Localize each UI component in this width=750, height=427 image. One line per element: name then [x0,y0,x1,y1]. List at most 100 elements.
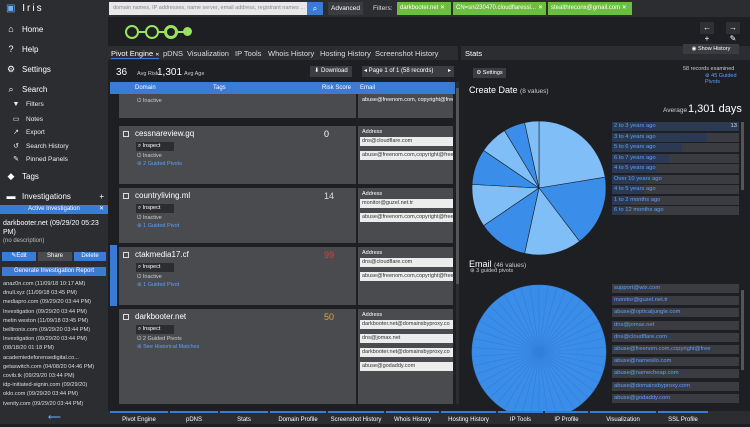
workflow-step[interactable] [125,25,139,39]
guided-pivots-link[interactable]: ⊛ 45 Guided Pivots [705,73,737,85]
tab-hosting-history[interactable]: Hosting History [320,49,371,58]
column-tags[interactable]: Tags [213,85,226,91]
pie-slice[interactable] [538,351,575,411]
email-value[interactable]: abuse@freenom.com,copyright@free [360,151,453,160]
stat-bar[interactable]: Over 10 years ago [612,174,739,184]
row-checkbox[interactable] [123,131,129,137]
history-item[interactable]: dnull.xyz (11/09/18 03:45 PM) [3,290,77,297]
download-button[interactable]: ⬇ Download [310,66,352,77]
email-value[interactable]: abuse@godaddy.com [360,362,453,371]
forward-arrow-icon[interactable]: → [726,22,740,34]
close-icon[interactable]: ✕ [98,206,104,212]
bottom-tab[interactable]: IP Tools [498,411,543,424]
bottom-tab[interactable]: IP Profile [545,411,588,424]
tab-pivot-engine[interactable]: Pivot Engine ✕ [111,49,160,59]
collapse-sidebar-icon[interactable]: ⟵ [48,412,61,422]
create-date-scrollbar[interactable] [741,122,744,190]
subnav-export[interactable]: ↗ Export [13,128,45,137]
tab-whois-history[interactable]: Whois History [268,49,315,58]
history-item[interactable]: idp-initiated-signin.com (09/29/20) [3,382,88,389]
history-item[interactable]: anaz0n.com (11/09/18 10:17 AM) [3,281,86,287]
nav-home[interactable]: ⌂ Home [6,24,43,34]
stat-bar[interactable]: 4 to 5 years ago [612,185,739,194]
bottom-tab[interactable]: Pivot Engine [110,411,168,424]
tab-pdns[interactable]: pDNS [163,49,184,58]
filter-chip[interactable]: darkbooter.net ✕ [397,2,451,15]
stat-bar[interactable]: monitor@guzel.net.tr [612,296,739,306]
stat-bar[interactable]: 5 to 6 years ago [612,143,739,152]
search-input[interactable]: domain names, IP addresses, name server,… [109,2,307,15]
subnav-search-history[interactable]: ↺ Search History [13,142,69,151]
back-arrow-icon[interactable]: ← [700,22,714,34]
pie-slice[interactable] [521,351,540,411]
table-scrollbar-thumb[interactable] [456,88,459,284]
pie-slice[interactable] [538,351,557,411]
close-icon[interactable]: ✕ [440,5,446,11]
inspect-button[interactable]: ⌕ Inspect [136,325,174,334]
history-item[interactable]: ivenity.com (09/29/20 03:44 PM) [3,400,84,407]
history-item[interactable]: metin weston (11/09/18 03:45 PM) [3,317,89,324]
workflow-step-current[interactable] [164,25,178,39]
stat-bar[interactable]: abuse@godaddy.com [612,393,739,403]
column-email[interactable]: Email [360,85,376,91]
pie-slice[interactable] [538,351,548,411]
nav-settings[interactable]: ⚙ Settings [6,64,51,74]
close-icon[interactable]: ✕ [538,5,544,11]
row-checkbox[interactable] [123,193,129,199]
row-checkbox[interactable] [123,314,129,320]
stat-bar[interactable]: abuse@domainsbyproxy.com [612,381,739,391]
bottom-tab[interactable]: Domain Profile [270,411,326,424]
search-button[interactable]: ⌕ [307,2,323,15]
close-icon[interactable]: ✕ [155,52,160,58]
workflow-step[interactable] [145,25,159,39]
email-value[interactable]: abuse@freenom.com,copyright@free [360,272,453,281]
guided-pivots-link[interactable]: ⊛ 1 Guided Pivot [137,223,180,229]
stat-bar[interactable]: abuse@opticaljungle.com [612,308,739,318]
domain-name[interactable]: ctakmedia17.cf [135,250,189,259]
advanced-search-button[interactable]: Advanced [328,2,363,15]
email-value[interactable]: abuse@freenom.com,copyright@free [360,213,453,222]
stat-bar[interactable]: abuse@freenom.com,copyright@free [612,345,739,354]
tab-stats[interactable]: Stats [465,49,483,58]
email-guided-pivots[interactable]: ⊛ 3 guided pivots [470,268,514,274]
history-item[interactable]: Investigation (09/29/20 03:44 PM) [3,336,87,343]
inspect-button[interactable]: ⌕ Inspect [136,263,174,272]
history-item[interactable]: getaswitch.com (04/08/20 04:46 PM) [3,363,95,370]
stat-bar[interactable]: 1 to 2 months ago [612,195,739,205]
pie-slice[interactable] [524,187,580,256]
domain-name[interactable]: countryliving.ml [135,191,191,200]
next-page-icon[interactable]: ▸ [447,68,451,74]
pie-slice[interactable] [538,120,606,189]
stat-bar[interactable]: 6 to 12 months ago [612,206,739,215]
logo[interactable]: ▣ Iris [6,3,44,14]
history-item[interactable]: academiedeforensedigital.co... [3,354,79,361]
history-item[interactable]: mediapro.com (09/29/20 03:44 PM) [3,299,91,306]
subnav-filters[interactable]: ▼ Filters [12,101,44,108]
subnav-notes[interactable]: ▭ Notes [12,115,43,124]
subnav-pinned-panels[interactable]: ✎ Pinned Panels [13,155,68,164]
bottom-tab[interactable]: SSL Profile [658,411,708,424]
pie-slice[interactable] [524,120,540,189]
row-checkbox[interactable] [123,252,129,258]
email-scrollbar[interactable] [741,290,744,370]
pager[interactable]: ◂ Page 1 of 1 (58 records) ▸ [362,66,454,77]
stats-settings-button[interactable]: ⚙ Settings [473,68,506,78]
domain-name[interactable]: darkbooter.net [135,312,187,321]
history-item[interactable]: covib.tk (09/29/20 03:44 PM) [3,373,75,379]
nav-investigations[interactable]: ▬ Investigations + [6,191,105,201]
stat-bar[interactable]: dns@jomax.net [612,320,739,330]
bottom-tab[interactable]: Visualization [590,411,656,424]
edit-icon[interactable]: ✎ [729,34,737,43]
stat-bar[interactable]: dns@cloudflare.com [612,332,739,342]
edit-button[interactable]: ✎Edit [2,252,36,261]
nav-search[interactable]: ⌕ Search [6,84,47,94]
history-item[interactable]: belltronix.com (09/29/20 03:44 PM) [3,327,91,333]
stat-bar[interactable]: abuse@namesilo.com [612,357,739,367]
guided-pivots-link[interactable]: ⊛ 1 Guided Pivot [137,282,180,288]
create-date-pie-chart[interactable] [466,118,612,258]
expand-icon[interactable]: + [704,34,710,43]
bottom-tab[interactable]: Screenshot History [328,411,384,424]
column-risk-score[interactable]: Risk Score [322,85,352,91]
bottom-tab[interactable]: Hosting History [441,411,496,424]
show-history-button[interactable]: ◉ Show History [683,44,739,54]
